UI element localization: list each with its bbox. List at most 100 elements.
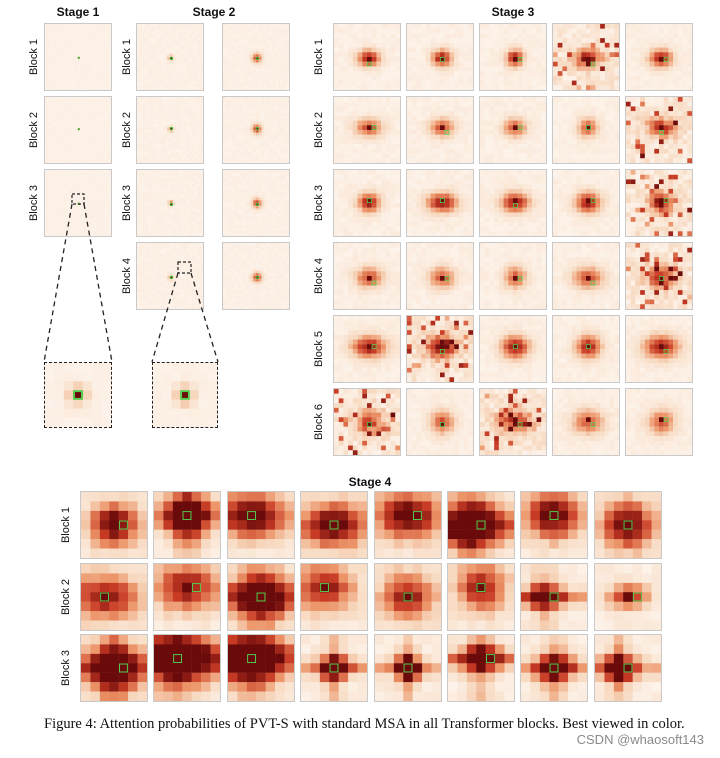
attention-peak-cell (586, 57, 591, 62)
stage4-block3-map8-svg (595, 635, 661, 701)
attention-peak-cell (476, 582, 486, 593)
attention-peak-cell (586, 417, 591, 422)
query-position-marker (412, 511, 422, 521)
query-position-marker (590, 421, 596, 427)
attention-peak-cell (367, 422, 372, 427)
stage3-block3-map4-svg (553, 170, 619, 236)
stage4-block1-map3-svg (228, 492, 294, 558)
query-position-marker (632, 592, 642, 602)
query-position-marker (256, 592, 266, 602)
stage4-block1-map8-svg (595, 492, 661, 558)
stage3-block3-map2-svg (407, 170, 473, 236)
stage4-block1-map2 (153, 491, 221, 559)
attention-peak-cell (513, 57, 518, 62)
stage2-block1-label: Block 1 (121, 38, 133, 76)
stage2-block2-map2-svg (223, 97, 289, 163)
stage3-block6-map1 (333, 388, 401, 456)
query-position-marker (403, 592, 413, 602)
query-position-marker (476, 520, 486, 530)
query-position-marker (247, 654, 257, 664)
stage4-block1-label: Block 1 (60, 506, 72, 544)
stage3-block4-map5-svg (626, 243, 692, 309)
attention-peak-cell (367, 198, 372, 203)
stage3-block2-map2 (406, 96, 474, 164)
attention-peak-cell (659, 344, 664, 349)
stage4-block2-label: Block 2 (60, 578, 72, 616)
stage2-block3-map1 (136, 169, 204, 237)
attention-peak-cell (256, 592, 266, 602)
stage4-block2-map5 (374, 563, 442, 631)
query-position-marker (663, 56, 669, 62)
query-position-marker (329, 663, 339, 673)
stage4-block1-map6-svg (448, 492, 514, 558)
stage4-block2-map3-svg (228, 564, 294, 630)
query-position-marker (366, 198, 372, 203)
zoom-stage1-svg (45, 363, 111, 427)
attention-peak-cell (659, 125, 664, 130)
query-position-marker (663, 348, 669, 354)
attention-peak-cell (246, 653, 257, 664)
query-position-marker (485, 654, 495, 664)
stage3-block2-map1-svg (334, 97, 400, 163)
query-position-marker (118, 520, 128, 530)
stage3-block5-map4-svg (553, 316, 619, 382)
stage2-zoom-inset (152, 362, 218, 428)
attention-peak-cell (586, 276, 591, 281)
stage3-block3-map3 (479, 169, 547, 237)
stage3-block5-map1 (333, 315, 401, 383)
stage3-block1-map5-svg (626, 24, 692, 90)
stage3-block5-map2-svg (407, 316, 473, 382)
attention-peak-cell (78, 128, 80, 130)
stage4-block3-map7-svg (521, 635, 587, 701)
attention-peak-cell (549, 663, 559, 673)
attention-peak-cell (539, 592, 550, 602)
stage3-block3-label: Block 3 (313, 184, 325, 222)
attention-peak-cell (78, 57, 80, 59)
stage3-block4-map1-svg (334, 243, 400, 309)
query-position-marker (585, 344, 591, 349)
attention-peak-cell (513, 417, 518, 422)
attention-peak-cell (256, 57, 259, 60)
attention-peak-cell (613, 663, 624, 673)
stage3-block2-map4-svg (553, 97, 619, 163)
stage3-block5-map3-svg (480, 316, 546, 382)
query-position-marker (118, 663, 128, 673)
query-position-marker (663, 417, 669, 422)
stage3-block4-map3-svg (480, 243, 546, 309)
stage3-block1-map2-svg (407, 24, 473, 90)
stage3-block2-map4 (552, 96, 620, 164)
stage3-block4-map2 (406, 242, 474, 310)
query-position-marker (180, 390, 190, 400)
stage4-block2-map3 (227, 563, 295, 631)
query-position-marker (169, 202, 173, 206)
stage3-block2-map3 (479, 96, 547, 164)
stage2-block4-label: Block 4 (121, 257, 133, 295)
query-position-marker (403, 663, 413, 673)
stage4-block1-map2-svg (154, 492, 220, 558)
stage4-block3-map3 (227, 634, 295, 702)
stage2-block2-label: Block 2 (121, 111, 133, 149)
stage2-block1-map2 (222, 23, 290, 91)
attention-peak-cell (440, 344, 445, 349)
stage4-block3-map6 (447, 634, 515, 702)
stage4-block1-map3 (227, 491, 295, 559)
stage4-block1-map4-svg (301, 492, 367, 558)
attention-peak-cell (586, 344, 591, 349)
stage4-block3-map2 (153, 634, 221, 702)
attention-peak-cell (367, 276, 372, 281)
stage3-block2-label: Block 2 (313, 111, 325, 149)
attention-peak-cell (367, 57, 372, 62)
attention-peak-cell (659, 57, 664, 62)
stage4-block3-map2-svg (154, 635, 220, 701)
query-position-marker (182, 511, 192, 521)
attention-peak-cell (403, 663, 413, 673)
query-position-marker (590, 61, 596, 67)
stage3-block1-map1 (333, 23, 401, 91)
attention-peak-cell (246, 510, 257, 521)
stage1-block1-label: Block 1 (28, 38, 40, 76)
query-position-marker (444, 129, 450, 135)
stage3-block3-map4 (552, 169, 620, 237)
stage4-block2-map2-svg (154, 564, 220, 630)
stage4-block2-map7-svg (521, 564, 587, 630)
stage3-block6-map1-svg (334, 389, 400, 455)
